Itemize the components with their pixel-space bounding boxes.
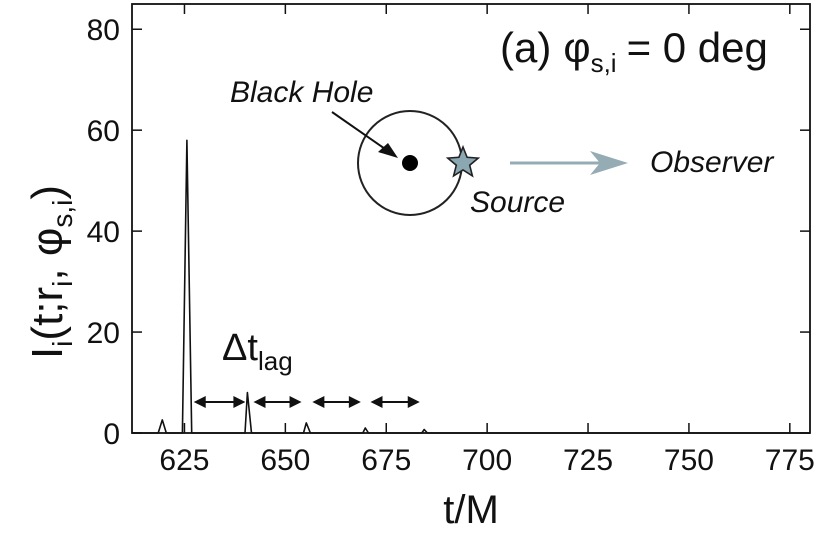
lag-arrow [253,396,302,408]
y-axis-title-sub-phi: s,i [47,200,78,228]
y-tick-label: 40 [87,216,120,249]
source-star-icon [445,144,481,178]
series-line [132,139,810,434]
black-hole-pointer-arrowhead [378,143,398,158]
orbit-schematic: Black Hole Source Observer [230,76,774,219]
x-tick-label: 675 [361,444,411,477]
x-axis-title: t/M [443,488,499,532]
lag-label-subscript: lag [258,346,293,376]
y-axis-title-open: (t;r [23,287,72,341]
y-tick-label: 20 [87,317,120,350]
condition-symbol: φ [563,24,590,71]
y-axis-title: Ii(t;ri, φs,i) [23,185,78,359]
condition-equals: = 0 deg [627,24,768,71]
source-label: Source [470,186,565,219]
lag-label: Δtlag [222,327,293,376]
y-axis-title-main: I [23,347,72,359]
y-tick-label: 80 [87,14,120,47]
series-layer [132,139,810,434]
y-axis-title-close: ) [23,185,72,200]
panel-condition-label: (a) φs,i = 0 deg [500,24,768,78]
y-axis-title-mid: , φ [23,228,72,281]
x-tick-label: 650 [260,444,310,477]
x-tick-label: 625 [159,444,209,477]
y-tick-label: 60 [87,115,120,148]
x-ticks: 625 650 675 700 725 750 775 [159,4,815,477]
black-hole-dot [402,155,418,171]
y-tick-label: 0 [103,418,120,451]
observer-arrow-head [590,151,628,175]
y-ticks: 0 20 40 60 80 [87,14,810,451]
y-axis-title-sub: i [47,341,78,347]
y-axis-title-sub-r: i [47,281,78,287]
observer-label: Observer [650,146,774,179]
black-hole-label: Black Hole [230,76,373,109]
lag-label-delta: Δt [222,327,258,369]
x-tick-label: 750 [664,444,714,477]
x-tick-label: 725 [563,444,613,477]
x-tick-label: 700 [462,444,512,477]
lag-arrow [312,396,361,408]
lag-arrow [370,396,420,408]
black-hole-pointer-line [331,111,389,152]
panel-label: (a) [500,24,551,71]
lag-arrows [193,396,420,408]
lag-arrow [193,396,246,408]
x-tick-label: 775 [765,444,815,477]
condition-subscript: s,i [591,48,617,78]
